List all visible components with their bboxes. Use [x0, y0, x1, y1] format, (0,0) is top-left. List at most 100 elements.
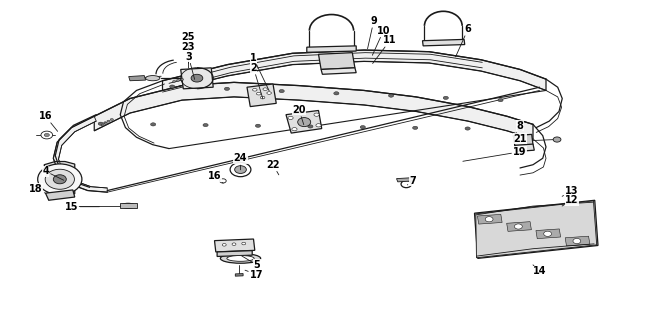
- Ellipse shape: [53, 175, 66, 184]
- Ellipse shape: [220, 254, 261, 263]
- Polygon shape: [396, 178, 414, 182]
- Text: 2: 2: [250, 63, 263, 99]
- Polygon shape: [181, 68, 213, 89]
- Text: 24: 24: [234, 153, 247, 170]
- Text: 14: 14: [533, 265, 546, 276]
- Ellipse shape: [314, 113, 319, 116]
- Polygon shape: [476, 201, 597, 258]
- Ellipse shape: [121, 203, 135, 208]
- Text: 20: 20: [292, 105, 306, 125]
- Ellipse shape: [288, 116, 293, 120]
- Text: 10: 10: [372, 26, 390, 55]
- Ellipse shape: [38, 164, 82, 194]
- Polygon shape: [94, 82, 533, 139]
- Ellipse shape: [45, 169, 74, 189]
- Text: 25: 25: [182, 32, 195, 63]
- Polygon shape: [536, 229, 560, 239]
- Ellipse shape: [334, 92, 339, 95]
- Ellipse shape: [256, 92, 261, 95]
- Ellipse shape: [222, 244, 226, 246]
- Polygon shape: [507, 222, 532, 231]
- Ellipse shape: [107, 120, 111, 122]
- Polygon shape: [129, 76, 146, 81]
- Polygon shape: [46, 190, 75, 200]
- Text: 21: 21: [514, 134, 526, 147]
- Ellipse shape: [230, 162, 251, 177]
- Ellipse shape: [360, 126, 365, 129]
- Polygon shape: [477, 214, 502, 224]
- Ellipse shape: [227, 255, 254, 261]
- Text: 13: 13: [562, 186, 578, 196]
- Polygon shape: [422, 39, 465, 46]
- Text: 16: 16: [208, 171, 223, 183]
- Polygon shape: [514, 134, 533, 146]
- Ellipse shape: [543, 231, 551, 236]
- Polygon shape: [565, 236, 590, 246]
- Text: 9: 9: [367, 16, 377, 49]
- Ellipse shape: [443, 96, 448, 99]
- Text: 1: 1: [250, 53, 269, 91]
- Ellipse shape: [242, 242, 246, 245]
- Text: 7: 7: [408, 176, 416, 186]
- Ellipse shape: [151, 123, 156, 126]
- Ellipse shape: [465, 127, 470, 130]
- Text: 23: 23: [182, 42, 195, 68]
- Polygon shape: [53, 116, 107, 192]
- Ellipse shape: [573, 238, 581, 244]
- Ellipse shape: [498, 99, 503, 102]
- Text: 11: 11: [372, 36, 396, 64]
- Ellipse shape: [316, 124, 321, 127]
- Text: 5: 5: [242, 256, 260, 270]
- Ellipse shape: [170, 85, 175, 88]
- Text: 16: 16: [39, 111, 58, 131]
- Text: 17: 17: [245, 270, 263, 279]
- Ellipse shape: [101, 124, 104, 126]
- Polygon shape: [247, 84, 276, 107]
- Ellipse shape: [401, 181, 411, 188]
- Polygon shape: [235, 274, 243, 276]
- Polygon shape: [286, 110, 322, 133]
- Ellipse shape: [517, 128, 523, 131]
- Ellipse shape: [255, 124, 261, 127]
- Polygon shape: [307, 46, 356, 52]
- Ellipse shape: [553, 137, 561, 142]
- Ellipse shape: [41, 131, 53, 139]
- Text: 8: 8: [514, 121, 523, 138]
- Ellipse shape: [44, 133, 49, 137]
- Ellipse shape: [224, 87, 229, 90]
- Ellipse shape: [104, 122, 107, 124]
- Text: 12: 12: [562, 195, 578, 206]
- Ellipse shape: [252, 89, 257, 91]
- Ellipse shape: [261, 96, 265, 99]
- Polygon shape: [318, 53, 355, 69]
- Polygon shape: [515, 144, 534, 151]
- Ellipse shape: [292, 128, 297, 131]
- Polygon shape: [217, 251, 252, 256]
- Polygon shape: [474, 200, 598, 258]
- Polygon shape: [120, 203, 136, 208]
- Ellipse shape: [181, 78, 184, 80]
- Ellipse shape: [220, 179, 226, 183]
- Ellipse shape: [146, 76, 160, 81]
- Ellipse shape: [308, 125, 313, 128]
- Text: 15: 15: [65, 202, 99, 212]
- Ellipse shape: [173, 80, 176, 82]
- Text: 6: 6: [456, 24, 471, 57]
- Text: 18: 18: [29, 184, 46, 194]
- Ellipse shape: [203, 123, 208, 127]
- Ellipse shape: [235, 166, 246, 173]
- Polygon shape: [44, 162, 75, 197]
- Ellipse shape: [389, 94, 394, 97]
- Polygon shape: [214, 239, 255, 252]
- Ellipse shape: [298, 118, 311, 127]
- Ellipse shape: [485, 217, 493, 222]
- Ellipse shape: [232, 243, 236, 245]
- Ellipse shape: [279, 89, 284, 93]
- Ellipse shape: [191, 74, 203, 82]
- Ellipse shape: [266, 92, 271, 94]
- Text: 4: 4: [42, 166, 64, 180]
- Polygon shape: [162, 50, 546, 92]
- Text: 3: 3: [185, 52, 194, 79]
- Ellipse shape: [263, 88, 267, 90]
- Ellipse shape: [177, 79, 179, 81]
